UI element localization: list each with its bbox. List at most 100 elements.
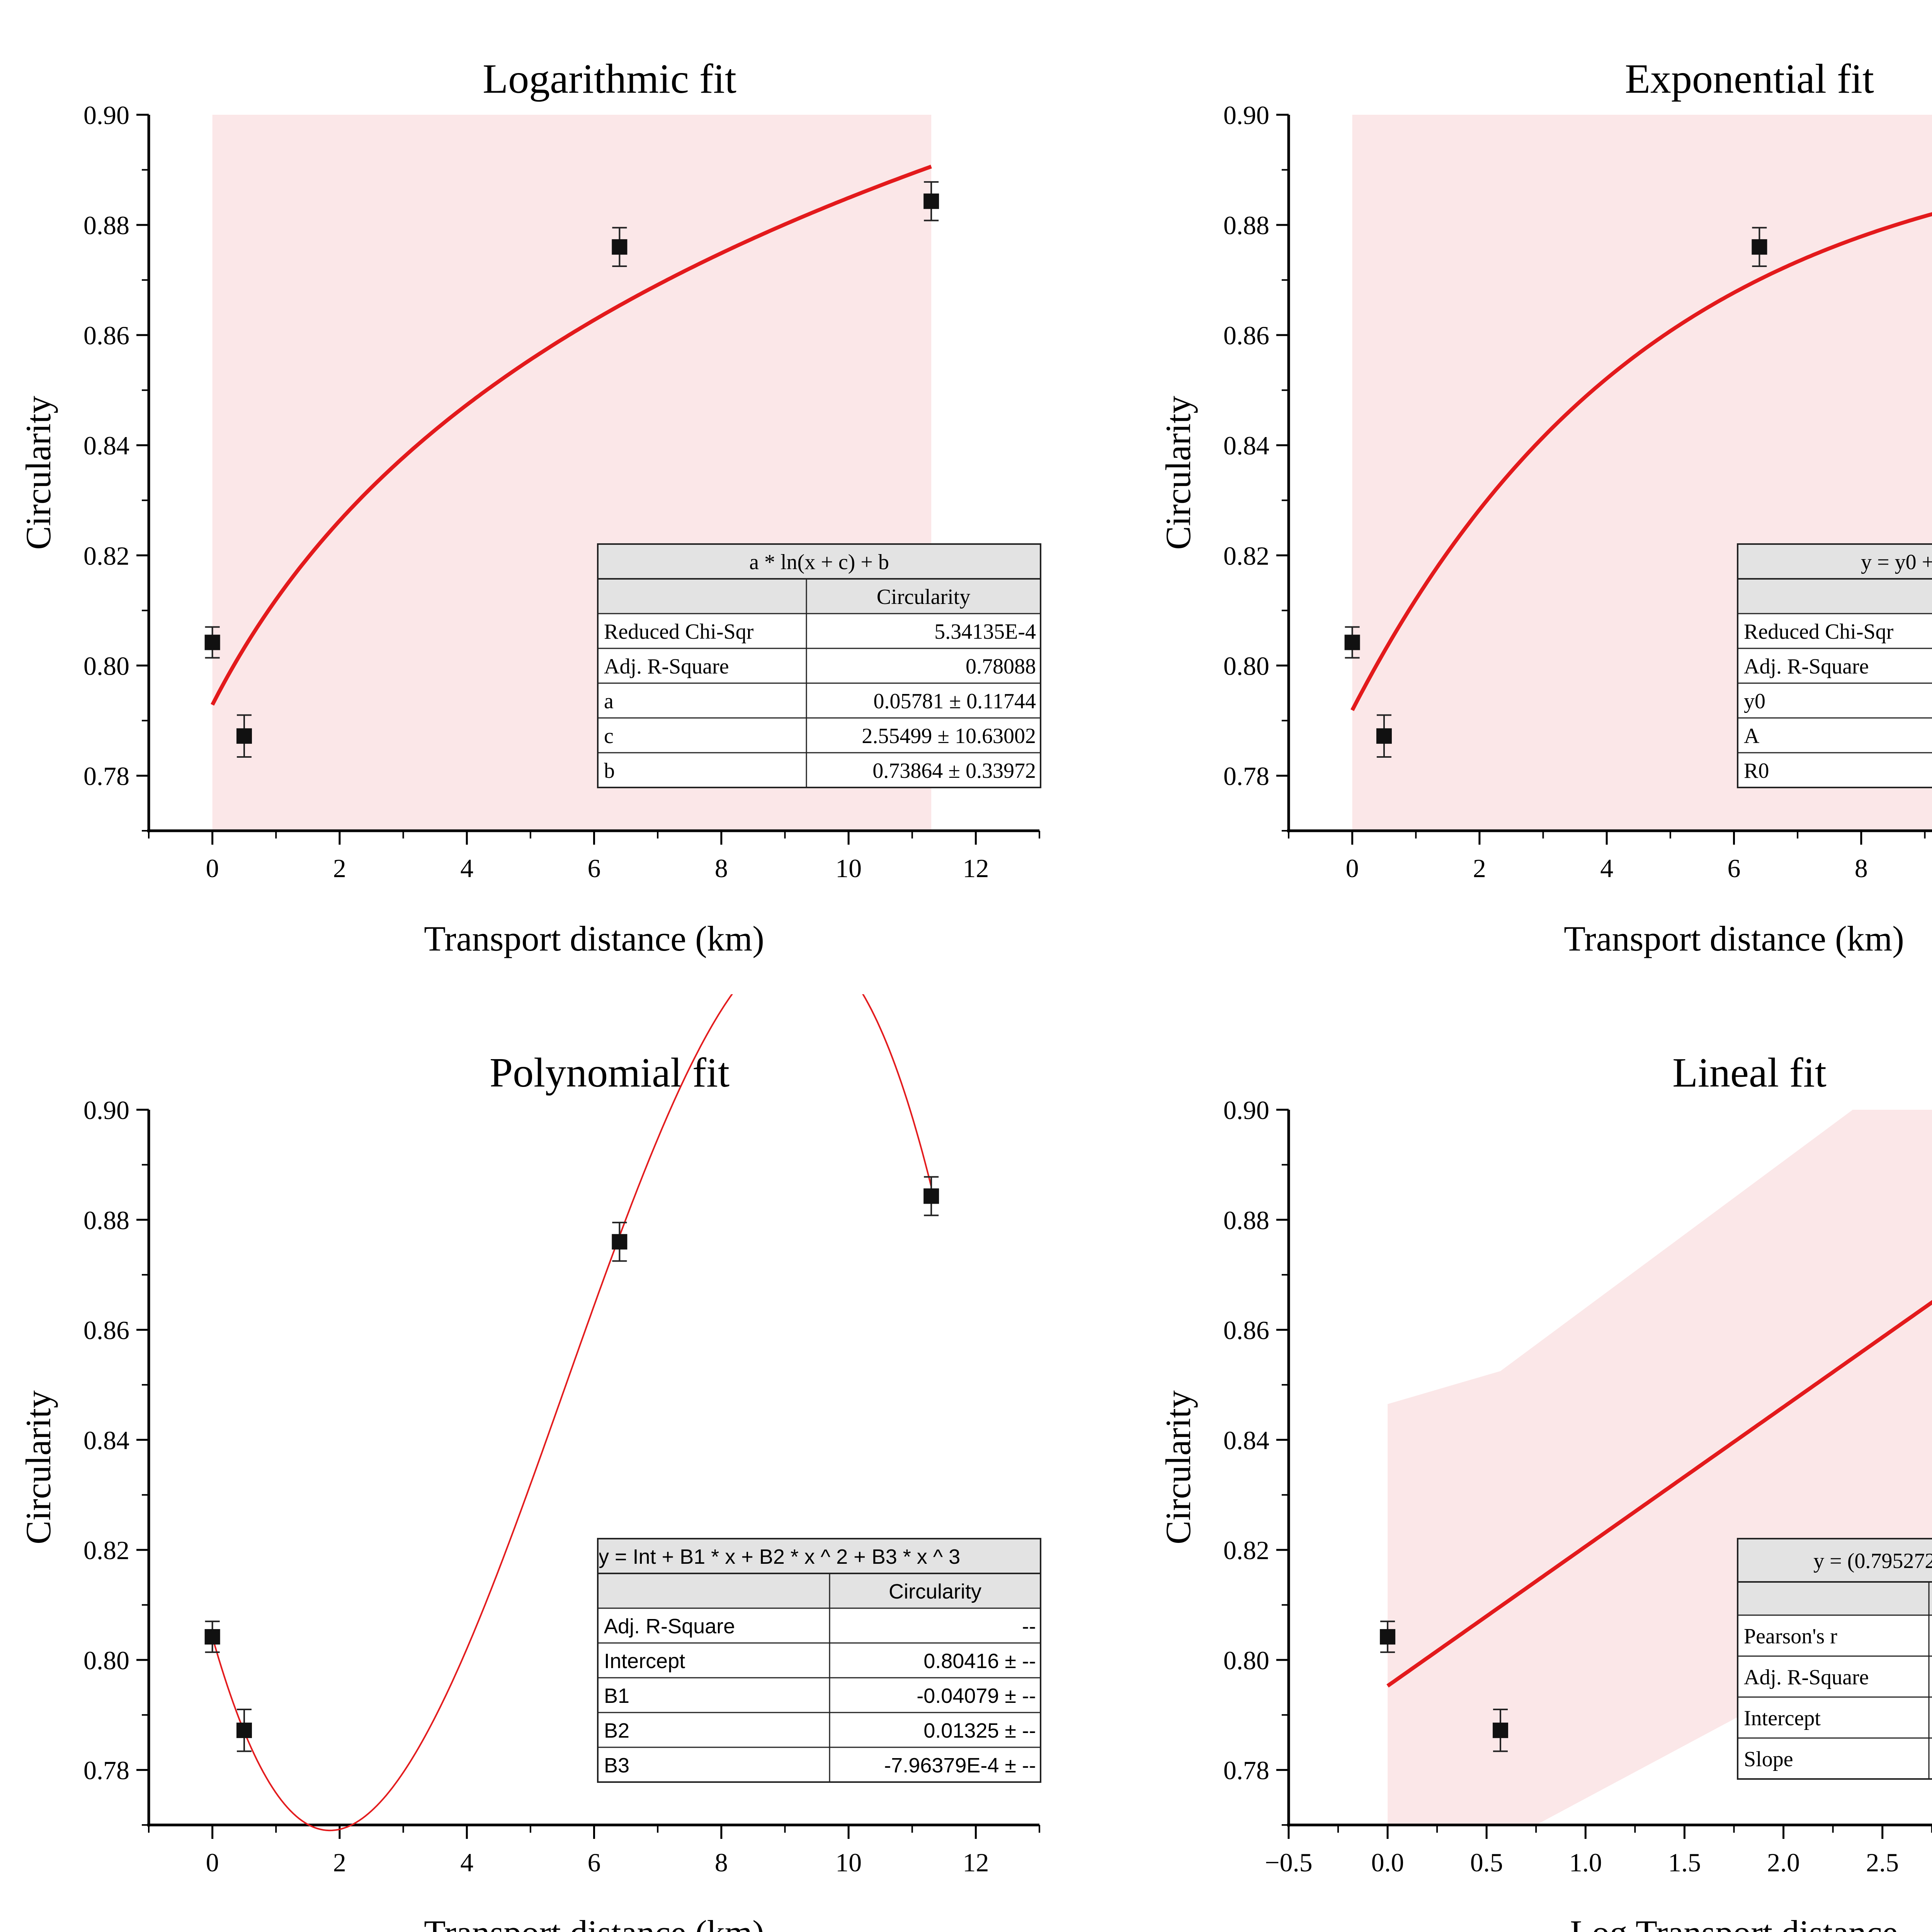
y-tick-label: 0.82	[83, 541, 129, 570]
table-row-label: A	[1744, 724, 1760, 748]
table-equation: a * ln(x + c) + b	[749, 550, 889, 574]
marker-square	[1344, 634, 1360, 650]
x-tick-label: 6	[588, 854, 601, 883]
chart-title: Exponential fit	[1625, 56, 1874, 102]
table-body-bg	[598, 614, 1041, 787]
table-row-value: -7.96379E-4 ± --	[884, 1754, 1036, 1777]
table-row-label: Adj. R-Square	[1744, 1665, 1869, 1689]
table-column-header: Circularity	[889, 1580, 981, 1603]
table-row-label: a	[604, 689, 614, 713]
data-point	[204, 1621, 220, 1653]
data-point	[236, 1708, 252, 1752]
table-row-value: 5.34135E-4	[934, 620, 1036, 644]
y-tick-label: 0.86	[1223, 1316, 1269, 1345]
x-tick-label: 12	[963, 854, 989, 883]
table-row-label: Pearson's r	[1744, 1624, 1837, 1648]
fit-curve	[211, 994, 932, 1832]
y-tick-label: 0.90	[83, 100, 129, 130]
y-tick-label: 0.90	[1223, 100, 1269, 130]
marker-square	[236, 728, 252, 744]
y-tick-label: 0.78	[1223, 761, 1269, 791]
y-tick-label: 0.78	[83, 1756, 129, 1785]
y-tick-label: 0.80	[1223, 651, 1269, 680]
table-border	[597, 543, 1041, 788]
fit-table: y = Int + B1 * x + B2 * x ^ 2 + B3 * x ^…	[597, 1538, 1041, 1783]
table-border	[1737, 1538, 1932, 1780]
table-row-label: B2	[604, 1719, 629, 1742]
x-tick-label: 10	[835, 1848, 862, 1877]
y-tick-label: 0.80	[83, 651, 129, 680]
y-tick-label: 0.86	[83, 321, 129, 350]
x-tick-label: 0	[206, 854, 219, 883]
fit-curve	[1350, 212, 1932, 711]
table-row-value: 0.80416 ± --	[923, 1650, 1036, 1673]
x-tick-label: 0.0	[1371, 1848, 1404, 1877]
y-tick-label: 0.88	[1223, 211, 1269, 240]
y-tick-label: 0.86	[83, 1316, 129, 1345]
y-tick-label: 0.82	[83, 1536, 129, 1565]
y-tick-label: 0.88	[83, 1206, 129, 1235]
data-point	[1376, 714, 1392, 758]
table-row-label: Slope	[1744, 1747, 1793, 1771]
data-point	[236, 714, 252, 758]
y-tick-label: 0.84	[1223, 1425, 1269, 1455]
x-tick-label: 2.0	[1767, 1848, 1800, 1877]
table-row-label: B1	[604, 1684, 629, 1708]
x-tick-label: 8	[715, 1848, 728, 1877]
y-tick-label: 0.84	[83, 431, 129, 460]
table-body-bg	[598, 1608, 1041, 1782]
x-tick-label: 12	[963, 1848, 989, 1877]
x-axis-label: Transport distance (km)	[1564, 919, 1904, 958]
fit-curve	[1386, 1300, 1932, 1688]
table-row-label: Reduced Chi-Sqr	[604, 620, 754, 644]
marker-square	[204, 634, 220, 650]
marker-square	[1752, 239, 1767, 255]
x-axis-label: Transport distance (km)	[424, 1913, 764, 1932]
marker-square	[923, 193, 939, 209]
chart-exponential: Exponential fit 0.78 0.80 0.82 0.84 0.86 0.88 0…	[1158, 56, 1932, 958]
table-body-bg	[1738, 614, 1932, 787]
table-row-label: b	[604, 759, 615, 783]
table-row-value: 0.73864 ± 0.33972	[872, 759, 1036, 783]
table-row-value: 0.05781 ± 0.11744	[873, 689, 1036, 713]
x-tick-label: 4	[460, 1848, 473, 1877]
chart-title: Logarithmic fit	[483, 56, 736, 102]
marker-square	[1376, 728, 1392, 744]
data-point	[1380, 1621, 1396, 1653]
y-tick-label: 0.78	[83, 761, 129, 791]
x-tick-label: 6	[588, 1848, 601, 1877]
marker-square	[923, 1188, 939, 1204]
fit-table: a * ln(x + c) + b Circularity Reduced Chi-…	[597, 543, 1041, 788]
marker-square	[612, 1234, 628, 1250]
data-point	[1344, 626, 1360, 659]
y-tick-label: 0.80	[83, 1646, 129, 1675]
x-tick-label: 0	[1346, 854, 1359, 883]
x-tick-label: 10	[835, 854, 862, 883]
table-row-label: c	[604, 724, 614, 748]
data-point	[612, 227, 628, 267]
table-equation: y = (0.795272) + (0.0253474) * x	[1813, 1549, 1932, 1573]
x-axis-label: Log Transport distance	[1570, 1913, 1898, 1932]
x-tick-label: 2.5	[1866, 1848, 1899, 1877]
y-tick-label: 0.88	[1223, 1206, 1269, 1235]
table-header-bg	[1738, 1539, 1932, 1615]
y-tick-label: 0.86	[1223, 321, 1269, 350]
x-tick-label: 2	[1473, 854, 1486, 883]
fit-curve	[211, 165, 932, 706]
x-tick-label: 0.5	[1470, 1848, 1503, 1877]
chart-title: Lineal fit	[1672, 1050, 1827, 1096]
chart-polynomial: Polynomial fit 0.78 0.80 0.82 0.84 0.86 0.88 0.…	[19, 994, 1041, 1932]
chart-title: Polynomial fit	[490, 1050, 730, 1096]
table-row-value: 2.55499 ± 10.63002	[862, 724, 1036, 748]
x-tick-label: 0	[206, 1848, 219, 1877]
y-axis-label: Circularity	[1158, 1390, 1198, 1544]
table-row-value: 0.01325 ± --	[923, 1719, 1036, 1742]
y-tick-label: 0.88	[83, 211, 129, 240]
marker-square	[1493, 1723, 1509, 1738]
marker-square	[236, 1723, 252, 1738]
table-row-label: R0	[1744, 759, 1769, 783]
data-point	[204, 626, 220, 659]
table-row-value: --	[1022, 1615, 1036, 1638]
table-row-label: Adj. R-Square	[604, 655, 729, 679]
